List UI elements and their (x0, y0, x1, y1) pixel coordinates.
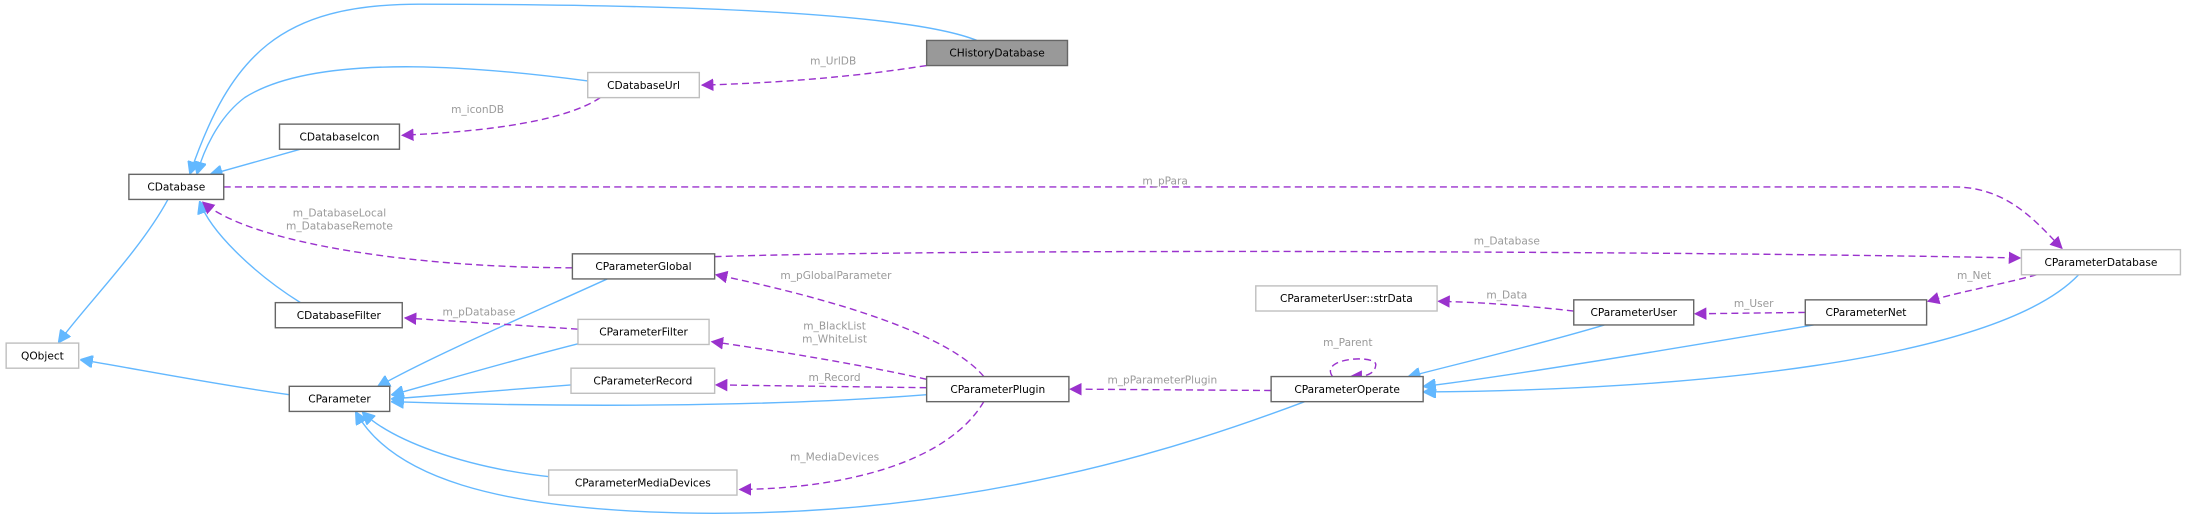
class-label: CParameterRecord (593, 375, 692, 387)
inheritance-edge (379, 278, 608, 386)
class-node[interactable] (571, 253, 716, 280)
usage-edge (738, 401, 985, 496)
edge-label: m_pGlobalParameter (780, 270, 892, 282)
usage-edge (714, 270, 985, 378)
inheritance-edge (392, 393, 927, 406)
class-node[interactable] (577, 318, 710, 346)
usage-edge (400, 97, 601, 142)
class-label: CDatabaseIcon (299, 131, 379, 143)
inheritance-edge (1409, 324, 1605, 377)
inheritance-edge (1425, 274, 2080, 392)
class-node[interactable] (1255, 285, 1438, 312)
usage-edge (1926, 274, 2037, 305)
class-node[interactable] (288, 385, 391, 413)
class-node[interactable] (274, 301, 403, 329)
class-node[interactable] (925, 375, 1070, 403)
class-label: CParameterDatabase (2044, 257, 2157, 269)
usage-edge (710, 337, 927, 381)
edge-label: m_Record (809, 372, 861, 384)
inheritance-edge (211, 148, 301, 174)
class-node[interactable] (1804, 299, 1928, 326)
edge-label: m_Database (1474, 235, 1540, 247)
inheritance-edge (1425, 324, 1814, 386)
edge-label: m_WhiteList (802, 334, 867, 346)
edge-label: m_pParameterPlugin (1107, 375, 1217, 387)
edge-label: m_DatabaseLocal (293, 207, 386, 219)
edge-label: m_pDatabase (443, 306, 516, 318)
class-node[interactable] (1270, 375, 1424, 403)
usage-edge (403, 312, 579, 330)
edge-label: m_Parent (1323, 337, 1372, 349)
class-label: CParameterUser::strData (1280, 293, 1413, 305)
usage-edge (714, 250, 2022, 265)
class-node[interactable] (1573, 299, 1695, 326)
inheritance-edge (81, 360, 290, 396)
edge-label: m_MediaDevices (790, 451, 879, 463)
class-node[interactable] (570, 367, 716, 394)
class-label: CParameterPlugin (950, 384, 1045, 396)
class-label: CParameterMediaDevices (575, 477, 711, 489)
class-node[interactable] (925, 39, 1069, 67)
class-label: CHistoryDatabase (949, 48, 1045, 60)
class-label: CParameterOperate (1294, 384, 1399, 396)
class-label: QObject (21, 350, 64, 362)
class-label: CDatabaseFilter (297, 310, 382, 322)
class-label: CParameterGlobal (595, 261, 691, 273)
class-node[interactable] (2020, 248, 2182, 276)
inheritance-edge (392, 384, 572, 399)
class-label: CParameterNet (1825, 307, 1906, 319)
class-label: CDatabase (147, 182, 205, 194)
class-node[interactable] (278, 123, 401, 150)
usage-edge (714, 378, 927, 392)
edge-label: m_User (1734, 298, 1774, 310)
usage-edge (1437, 295, 1574, 312)
edge-label: m_DatabaseRemote (286, 221, 393, 233)
class-node[interactable] (547, 469, 738, 496)
edge-label: m_UrlDB (810, 55, 856, 67)
inheritance-edge (59, 199, 169, 341)
inheritance-edge (200, 202, 301, 304)
inheritance-edge (363, 413, 552, 478)
inheritance-edge (197, 66, 588, 173)
class-label: CParameter (308, 394, 371, 406)
usage-edge (223, 186, 2063, 250)
class-label: CParameterFilter (599, 327, 688, 339)
class-label: CDatabaseUrl (607, 80, 680, 92)
class-label: CParameterUser (1590, 307, 1677, 319)
class-node[interactable] (587, 71, 701, 99)
usage-edge (1693, 307, 1806, 320)
edge-label: m_pPara (1142, 175, 1188, 187)
usage-edge (201, 201, 573, 269)
inheritance-edge (356, 401, 1305, 514)
edge-label: m_BlackList (803, 320, 866, 332)
usage-edge (1329, 358, 1377, 383)
class-node[interactable] (5, 342, 80, 369)
inheritance-edge (392, 341, 587, 395)
edge-label: m_Net (1957, 270, 1991, 282)
usage-edge (700, 64, 927, 92)
edge-label: m_iconDB (451, 104, 504, 116)
edge-label: m_Data (1486, 290, 1527, 302)
usage-edge (1069, 382, 1272, 396)
class-node[interactable] (128, 173, 225, 201)
inheritance-edge (190, 3, 978, 173)
